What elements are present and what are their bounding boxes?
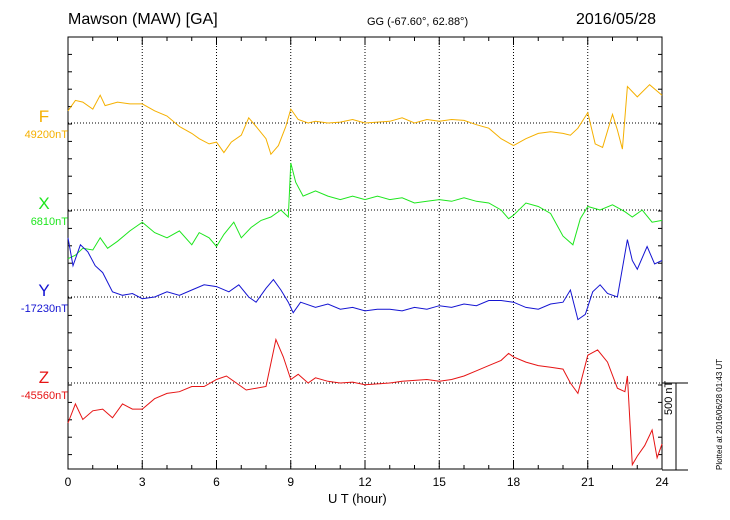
x-tick-label: 18 (507, 475, 521, 489)
x-axis-label: U T (hour) (328, 491, 387, 506)
station-coordinates: GG (-67.60°, 62.88°) (367, 16, 469, 28)
component-f-label: F (38, 107, 50, 126)
x-tick-label: 15 (433, 475, 447, 489)
x-tick-label: 3 (139, 475, 146, 489)
component-z-baseline: -45560nT (20, 390, 68, 402)
x-tick-label: 6 (213, 475, 220, 489)
component-f-baseline: 49200nT (24, 129, 68, 141)
station-title: Mawson (MAW) [GA] (68, 11, 218, 28)
component-y-label: Y (38, 281, 50, 300)
series-line-f (67, 84, 663, 156)
axes (67, 36, 663, 470)
series-line-z (67, 337, 663, 467)
x-tick-label: 24 (655, 475, 669, 489)
x-tick-label: 21 (581, 475, 595, 489)
scale-bar (662, 382, 688, 471)
x-tick-label: 12 (358, 475, 372, 489)
series-line-x (67, 162, 663, 260)
series-layer (67, 84, 663, 467)
component-z-label: Z (38, 368, 50, 387)
x-tick-label: 0 (65, 475, 72, 489)
component-x-baseline: 6810nT (30, 216, 68, 228)
x-tick-label: 9 (287, 475, 294, 489)
grid (68, 37, 662, 469)
scale-bar-label: 500 nT (663, 380, 675, 415)
plot-date: 2016/05/28 (576, 11, 657, 28)
x-tick-labels: 0 3 6 9 12 15 18 21 24 (65, 475, 669, 489)
series-line-y (67, 237, 663, 321)
component-y-baseline: -17230nT (20, 303, 68, 315)
plotted-timestamp: Plotted at 2016/06/28 01:43 UT (715, 358, 724, 470)
component-x-label: X (38, 194, 50, 213)
